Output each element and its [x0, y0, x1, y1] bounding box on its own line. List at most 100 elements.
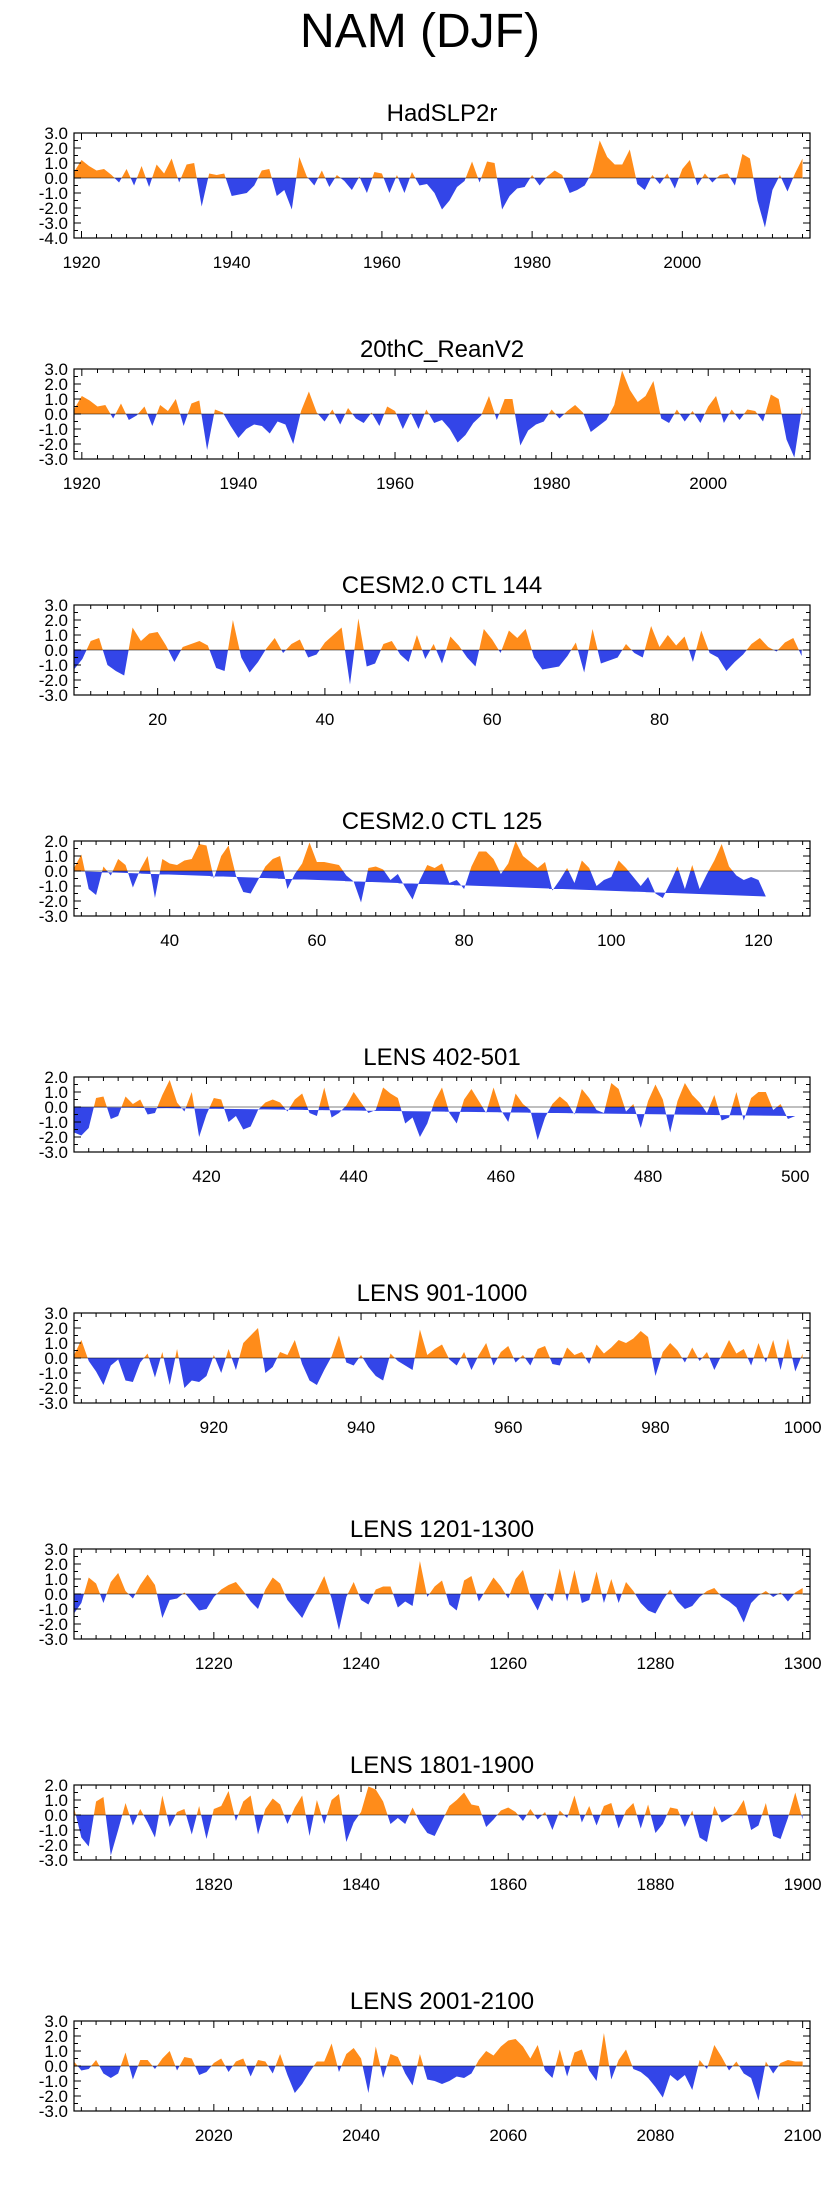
y-tick-label: -4.0 [39, 229, 68, 248]
x-tick-label: 480 [634, 1167, 662, 1186]
x-tick-label: 80 [650, 710, 669, 729]
negative-area [74, 1594, 803, 1630]
x-tick-label: 120 [744, 931, 772, 950]
y-tick-label: 2.0 [44, 611, 68, 630]
x-tick-label: 20 [148, 710, 167, 729]
chart-panel: 20thC_ReanV2 -3.0-2.0-1.00.01.02.03.0 1920… [39, 336, 811, 493]
y-tick-label: 0.0 [44, 862, 68, 881]
y-tick-label: -2.0 [39, 1836, 68, 1855]
y-tick-label: -1.0 [39, 1113, 68, 1132]
y-tick-label: 1.0 [44, 1083, 68, 1102]
x-tick-label: 940 [347, 1418, 375, 1437]
y-tick-label: -3.0 [39, 907, 68, 926]
y-tick-label: -2.0 [39, 1615, 68, 1634]
x-tick-label: 500 [781, 1167, 809, 1186]
chart-panel: LENS 2001-2100 -3.0-2.0-1.00.01.02.03.0 20… [39, 1988, 822, 2145]
x-tick-label: 960 [494, 1418, 522, 1437]
x-tick-label: 1820 [195, 1875, 233, 1894]
x-tick-label: 2000 [689, 474, 727, 493]
y-tick-label: 1.0 [44, 154, 68, 173]
y-tick-label: 2.0 [44, 1776, 68, 1795]
x-tick-label: 1280 [637, 1654, 675, 1673]
panel-title: LENS 901-1000 [357, 1280, 528, 1307]
y-tick-label: -3.0 [39, 1143, 68, 1162]
x-tick-label: 100 [597, 931, 625, 950]
y-tick-label: 0.0 [44, 1349, 68, 1368]
y-tick-label: -1.0 [39, 877, 68, 896]
x-tick-label: 40 [315, 710, 334, 729]
x-tick-label: 1240 [342, 1654, 380, 1673]
x-tick-label: 2080 [637, 2126, 675, 2145]
y-tick-label: -1.0 [39, 1364, 68, 1383]
negative-area [74, 2066, 803, 2101]
chart-panel: LENS 901-1000 -3.0-2.0-1.00.01.02.03.0 920… [39, 1280, 822, 1437]
y-tick-label: -3.0 [39, 1394, 68, 1413]
chart-panel: LENS 1801-1900 -3.0-2.0-1.00.01.02.0 1820 1… [39, 1752, 822, 1894]
x-tick-label: 1980 [513, 253, 551, 272]
y-tick-label: -2.0 [39, 1379, 68, 1398]
x-tick-label: 980 [641, 1418, 669, 1437]
y-tick-label: -1.0 [39, 184, 68, 203]
y-tick-label: -2.0 [39, 435, 68, 454]
figure-title: NAM (DJF) [300, 5, 540, 58]
negative-area [74, 178, 803, 228]
x-tick-label: 1940 [220, 474, 258, 493]
y-tick-label: 0.0 [44, 1585, 68, 1604]
x-tick-label: 1960 [363, 253, 401, 272]
panel-title: LENS 1201-1300 [350, 1516, 534, 1543]
y-tick-label: -1.0 [39, 2072, 68, 2091]
y-tick-label: -3.0 [39, 686, 68, 705]
positive-area [74, 2033, 803, 2066]
x-tick-label: 80 [455, 931, 474, 950]
x-tick-label: 1860 [489, 1875, 527, 1894]
y-tick-label: -3.0 [39, 450, 68, 469]
y-tick-label: 2.0 [44, 1555, 68, 1574]
y-tick-label: 0.0 [44, 169, 68, 188]
x-tick-label: 440 [339, 1167, 367, 1186]
y-tick-label: -2.0 [39, 2087, 68, 2106]
x-tick-label: 1260 [489, 1654, 527, 1673]
x-tick-label: 1900 [784, 1875, 822, 1894]
y-tick-label: -1.0 [39, 656, 68, 675]
y-tick-label: -3.0 [39, 1630, 68, 1649]
y-tick-label: 3.0 [44, 124, 68, 143]
chart-panel: CESM2.0 CTL 144 -3.0-2.0-1.00.01.02.03.0 2… [39, 572, 811, 729]
chart-panel: LENS 1201-1300 -3.0-2.0-1.00.01.02.03.0 12… [39, 1516, 822, 1673]
chart-panel: LENS 402-501 -3.0-2.0-1.00.01.02.0 420 440 4… [39, 1044, 811, 1186]
positive-area [74, 140, 803, 178]
positive-area [74, 841, 733, 871]
y-tick-label: 1.0 [44, 2042, 68, 2061]
y-tick-label: -1.0 [39, 420, 68, 439]
y-tick-label: 1.0 [44, 1334, 68, 1353]
x-tick-label: 1920 [63, 474, 101, 493]
y-tick-label: 2.0 [44, 139, 68, 158]
x-tick-label: 920 [200, 1418, 228, 1437]
x-tick-label: 40 [160, 931, 179, 950]
x-tick-label: 1840 [342, 1875, 380, 1894]
y-tick-label: 1.0 [44, 1570, 68, 1589]
positive-area [74, 1561, 803, 1594]
panel-title: LENS 402-501 [363, 1044, 520, 1071]
panel-title: HadSLP2r [387, 100, 498, 127]
y-tick-label: 2.0 [44, 1319, 68, 1338]
y-tick-label: -3.0 [39, 1851, 68, 1870]
x-tick-label: 420 [192, 1167, 220, 1186]
x-tick-label: 1880 [637, 1875, 675, 1894]
y-tick-label: -2.0 [39, 892, 68, 911]
negative-area [74, 871, 766, 903]
y-tick-label: 2.0 [44, 832, 68, 851]
positive-area [74, 370, 803, 414]
y-tick-label: 3.0 [44, 1540, 68, 1559]
y-tick-label: -3.0 [39, 214, 68, 233]
x-tick-label: 60 [307, 931, 326, 950]
y-tick-label: 3.0 [44, 1304, 68, 1323]
y-tick-label: 0.0 [44, 1806, 68, 1825]
x-tick-label: 2100 [784, 2126, 822, 2145]
x-tick-label: 1920 [63, 253, 101, 272]
positive-area [74, 1080, 783, 1107]
panel-title: CESM2.0 CTL 144 [342, 572, 543, 599]
x-tick-label: 2040 [342, 2126, 380, 2145]
y-tick-label: -1.0 [39, 1600, 68, 1619]
x-tick-label: 2060 [489, 2126, 527, 2145]
y-tick-label: 3.0 [44, 360, 68, 379]
